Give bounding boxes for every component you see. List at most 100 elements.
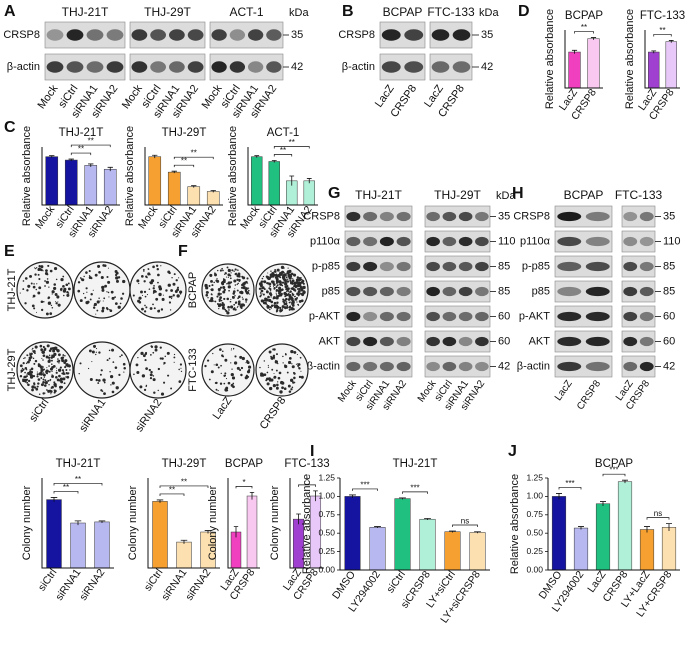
colony [282,298,285,301]
blot-band [442,311,457,322]
colony [85,271,88,274]
colony [302,292,305,295]
colony [92,289,94,291]
y-tick-label: 1.25 [318,472,335,482]
colony [285,292,288,294]
colony [152,287,155,290]
colony [37,382,40,385]
blot-band [585,311,610,322]
error-bar [156,499,164,503]
error-bar [599,501,607,506]
colony [59,388,61,390]
colony [260,374,263,377]
significance-label: ** [191,149,197,158]
colony [153,307,156,310]
colony [179,363,183,366]
colony [296,301,298,303]
colony [41,357,43,359]
kda-label: 42 [481,61,493,73]
colony [24,356,26,359]
colony [43,384,47,387]
y-axis-label: Colony number [269,485,281,560]
colony [65,376,67,378]
blot-band [211,29,227,41]
error-bar [289,175,295,186]
colony [147,272,151,276]
colony [225,378,228,380]
colony [40,371,43,374]
colony [166,351,170,355]
significance-bracket [235,486,253,489]
significance-bracket [70,144,111,148]
colony [35,288,38,291]
colony [278,371,282,375]
axis [147,478,220,569]
colony [225,358,228,361]
colony [120,354,123,357]
colony [168,295,172,299]
colony [26,373,28,375]
colony [220,364,222,367]
colony [93,344,97,348]
colony [289,305,291,307]
colony [111,390,115,394]
colony [107,267,109,269]
colony [90,277,93,280]
colony [233,270,235,272]
colony [279,310,282,313]
colony-well [129,341,187,399]
colony [296,288,299,290]
colony [97,264,101,268]
blot-band [86,61,104,73]
blot-strip [44,21,126,49]
colony [95,378,98,382]
colony [44,280,46,282]
colony [36,371,38,373]
colony [278,294,280,296]
colony [296,276,300,279]
blot-band [247,29,264,41]
colony [140,353,143,355]
colony [237,282,239,285]
colony [267,366,270,368]
colony [44,272,48,276]
blot-strip [344,355,413,378]
colony [274,269,277,271]
colony [40,372,43,376]
colony [298,287,301,291]
colony [245,291,250,295]
colony [210,370,214,374]
colony [293,273,296,276]
axis [41,478,114,569]
y-tick-label: 0.50 [318,527,335,537]
colony [217,292,221,296]
colony [225,309,228,313]
blot-band [442,211,457,222]
colony [60,287,63,290]
colony [220,299,223,302]
kda-label: 42 [291,61,303,73]
colony [237,269,239,271]
colony [153,285,155,287]
significance-bracket [653,34,672,37]
bar [268,161,280,206]
blot-band [46,61,64,73]
colony [227,285,231,289]
colony [266,289,268,291]
significance-bracket [402,491,428,494]
colony [212,352,214,355]
blot-band [431,29,450,41]
colony [94,273,98,277]
colony [157,309,161,313]
colony [289,301,291,303]
colony [240,290,243,292]
colony [294,284,297,287]
colony [88,349,92,353]
colony [106,359,109,362]
colony [123,371,125,373]
blot-row-label: AKT [319,335,341,347]
blot-strip [344,305,413,328]
colony [174,290,178,293]
colony [56,378,60,382]
colony [110,384,112,386]
